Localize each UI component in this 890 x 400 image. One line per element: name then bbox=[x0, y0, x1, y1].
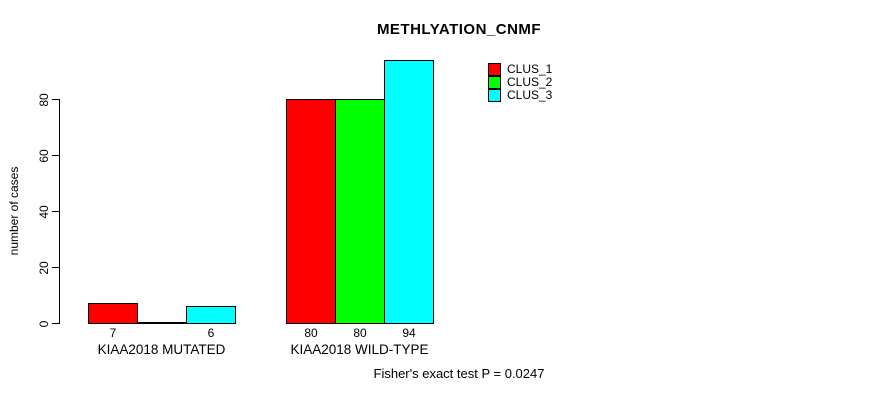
fisher-test-annotation: Fisher's exact test P = 0.0247 bbox=[373, 366, 545, 381]
y-tick-label: 20 bbox=[37, 260, 51, 275]
bar-count-label: 7 bbox=[109, 326, 117, 340]
legend-swatch-icon bbox=[488, 62, 501, 76]
legend: CLUS_1 CLUS_2 CLUS_3 bbox=[488, 62, 553, 102]
legend-label: CLUS_3 bbox=[507, 88, 553, 102]
bar-clus_1 bbox=[88, 303, 138, 324]
legend-item-clus_3: CLUS_3 bbox=[488, 88, 553, 102]
bar-clus_1 bbox=[286, 99, 336, 324]
y-tick bbox=[52, 267, 59, 268]
bar-clus_2 bbox=[137, 322, 187, 324]
legend-swatch-icon bbox=[488, 88, 501, 102]
y-tick bbox=[52, 323, 59, 324]
y-axis-label: number of cases bbox=[7, 166, 21, 256]
bar-clus_2 bbox=[335, 99, 385, 324]
y-tick-label: 0 bbox=[37, 320, 51, 327]
y-tick-label: 60 bbox=[37, 148, 51, 163]
y-tick bbox=[52, 99, 59, 100]
bar-count-label: 80 bbox=[353, 326, 367, 340]
y-tick bbox=[52, 155, 59, 156]
legend-label: CLUS_1 bbox=[507, 62, 553, 76]
x-category-label: KIAA2018 MUTATED bbox=[97, 342, 226, 357]
legend-item-clus_2: CLUS_2 bbox=[488, 75, 553, 89]
bar-count-label: 80 bbox=[304, 326, 318, 340]
legend-swatch-icon bbox=[488, 75, 501, 89]
bar-clus_3 bbox=[186, 306, 236, 324]
bar-count-label: 6 bbox=[207, 326, 215, 340]
x-category-label: KIAA2018 WILD-TYPE bbox=[290, 342, 429, 357]
y-tick-label: 40 bbox=[37, 204, 51, 219]
legend-item-clus_1: CLUS_1 bbox=[488, 62, 553, 76]
legend-label: CLUS_2 bbox=[507, 75, 553, 89]
y-axis-line bbox=[59, 99, 60, 324]
y-tick bbox=[52, 211, 59, 212]
y-tick-label: 80 bbox=[37, 92, 51, 107]
bar-count-label: 94 bbox=[402, 326, 416, 340]
chart-title: METHLYATION_CNMF bbox=[376, 21, 542, 38]
bar-clus_3 bbox=[384, 60, 434, 324]
